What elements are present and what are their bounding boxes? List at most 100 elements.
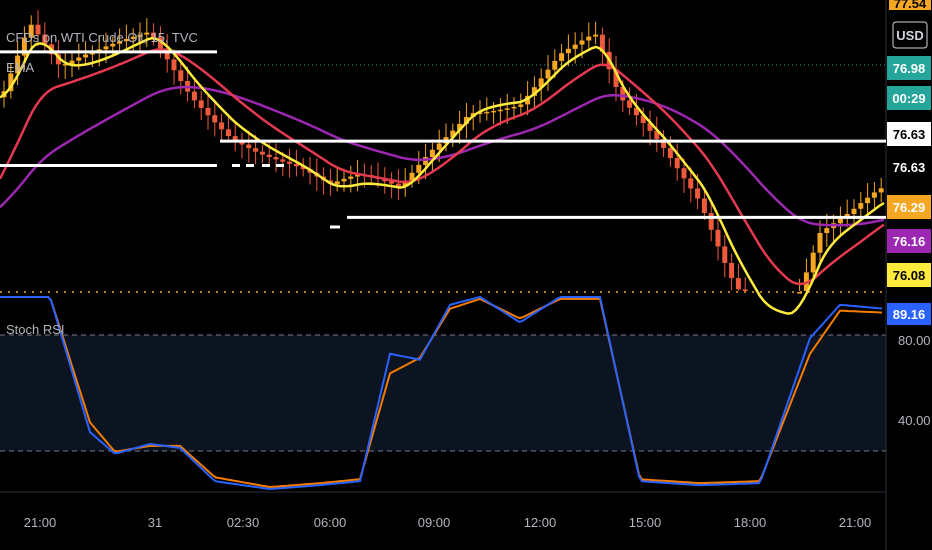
horizontal-levels[interactable] xyxy=(0,50,886,229)
candle-body xyxy=(817,233,823,253)
candle-body xyxy=(579,40,585,45)
candle-body xyxy=(477,112,483,115)
candle-body xyxy=(137,34,143,37)
candle-body xyxy=(735,278,741,290)
time-tick-4: 09:00 xyxy=(418,515,451,530)
candle-body xyxy=(212,115,218,123)
candle-body xyxy=(497,109,503,112)
price-pane[interactable] xyxy=(0,0,886,292)
candle-body xyxy=(599,34,605,52)
stoch-rsi-lines xyxy=(0,295,883,491)
time-tick-8: 21:00 xyxy=(839,515,872,530)
candle-body xyxy=(164,48,170,60)
candle-body xyxy=(593,34,599,37)
candle-body xyxy=(55,54,61,65)
candle-body xyxy=(219,122,225,130)
ema-slow-line xyxy=(0,85,885,227)
candle-body xyxy=(423,157,429,165)
candle-body xyxy=(416,164,422,173)
candle-body xyxy=(674,158,680,169)
price-tag-1 xyxy=(887,86,931,110)
candle-body xyxy=(627,100,633,108)
candle-body xyxy=(259,151,265,155)
candle-body xyxy=(708,212,714,230)
candle-body xyxy=(518,104,524,107)
candle-body xyxy=(525,95,531,105)
candle-body xyxy=(232,136,238,141)
candle-body xyxy=(287,161,293,164)
candle-body xyxy=(429,149,435,158)
candle-body xyxy=(21,37,27,56)
candle-body xyxy=(545,69,551,79)
price-tag-label-1: 00:29 xyxy=(892,91,925,106)
candle-body xyxy=(42,34,48,45)
price-tag-6 xyxy=(887,263,931,287)
rsi-current-value: 89.16 xyxy=(893,307,926,322)
candle-body xyxy=(178,70,184,82)
candle-body xyxy=(701,198,707,213)
candle-body xyxy=(865,197,871,204)
candle-body xyxy=(613,69,619,87)
price-tag-3 xyxy=(887,155,931,179)
candle-body xyxy=(402,180,408,187)
candle-body xyxy=(810,252,816,273)
candle-body xyxy=(198,100,204,108)
candle-body xyxy=(15,55,21,74)
candle-body xyxy=(640,115,646,123)
candle-body xyxy=(511,106,517,109)
candle-body xyxy=(110,43,116,47)
candle-body xyxy=(205,107,211,116)
price-tag-label-2: 76.63 xyxy=(893,127,926,142)
candle-body xyxy=(851,208,857,215)
candle-body xyxy=(151,32,157,38)
candle-body xyxy=(667,147,673,159)
candle-body xyxy=(586,36,592,41)
currency-button[interactable] xyxy=(892,21,928,49)
candle-body xyxy=(797,292,803,294)
stoch-rsi-legend[interactable]: Stoch RSI xyxy=(6,322,65,337)
candle-body xyxy=(246,144,252,149)
stoch-rsi-band xyxy=(0,335,886,451)
candle-body xyxy=(225,129,231,137)
ema-legend[interactable]: EMA xyxy=(6,60,35,75)
price-tag-4 xyxy=(887,195,931,219)
time-tick-1: 31 xyxy=(148,515,162,530)
candle-body xyxy=(559,53,565,61)
candle-body xyxy=(715,229,721,247)
candle-body xyxy=(266,154,272,158)
candle-body xyxy=(538,78,544,88)
candle-body xyxy=(871,192,877,198)
candle-body xyxy=(504,108,510,110)
top-price-label: 77.54 xyxy=(894,0,927,11)
rsi-axis[interactable]: 80.00 40.00 89.16 xyxy=(887,303,931,428)
candle-body xyxy=(463,116,469,124)
price-tag-label-3: 76.63 xyxy=(893,160,926,175)
price-axis[interactable]: 77.54 USD 76.98 00:29 76.63 76.63 76.29 76.16… xyxy=(887,0,931,287)
candle-body xyxy=(273,157,279,160)
candle-body xyxy=(531,87,537,96)
candle-body xyxy=(62,64,68,66)
time-tick-5: 12:00 xyxy=(524,515,557,530)
price-tag-label-6: 76.08 xyxy=(893,268,926,283)
candle-body xyxy=(633,107,639,116)
time-tick-6: 15:00 xyxy=(629,515,662,530)
candle-body xyxy=(300,166,306,170)
time-axis[interactable]: 21:00 31 02:30 06:00 09:00 12:00 15:00 18:00 21:… xyxy=(24,515,872,530)
candle-body xyxy=(348,176,354,179)
currency-label: USD xyxy=(896,28,923,43)
candle-body xyxy=(280,159,286,162)
candle-body xyxy=(837,218,843,224)
top-price-tag xyxy=(889,0,931,10)
time-tick-3: 06:00 xyxy=(314,515,347,530)
candle-body xyxy=(253,148,259,152)
candle-body xyxy=(123,38,129,42)
candle-body xyxy=(436,143,442,150)
candle-body xyxy=(35,24,41,35)
time-tick-2: 02:30 xyxy=(227,515,260,530)
price-tag-label-5: 76.16 xyxy=(893,234,926,249)
chart-title: CFDs on WTI Crude Oil, 15, TVC xyxy=(6,30,198,45)
candle-body xyxy=(83,54,89,58)
candle-body xyxy=(28,24,34,38)
candle-body xyxy=(552,60,558,70)
